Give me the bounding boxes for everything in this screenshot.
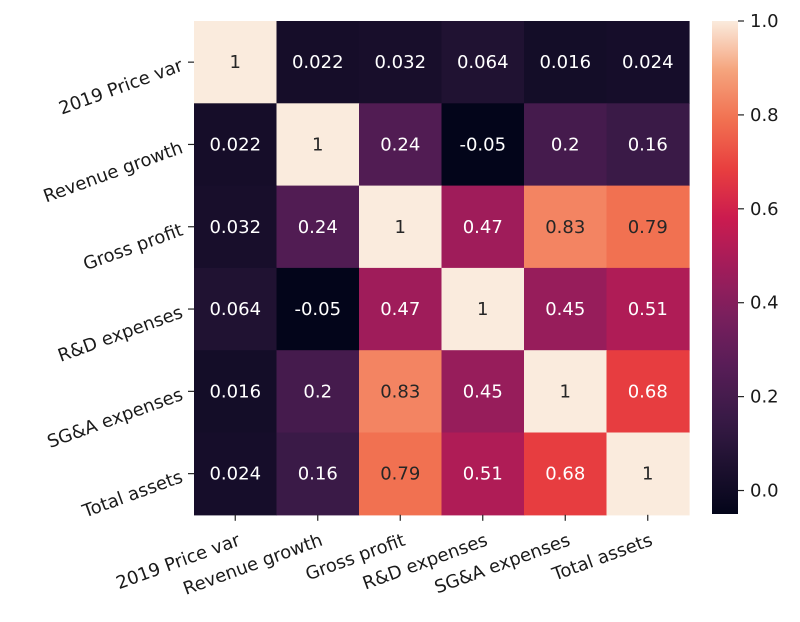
cell-value-label-r0-c5: 0.024: [622, 52, 674, 73]
cell-value-label-r0-c1: 0.022: [292, 52, 344, 73]
heatmap-cell-r3-c5: [606, 267, 690, 351]
cell-value-label-r4-c0: 0.016: [209, 381, 261, 402]
cell-value-label-r4-c2: 0.83: [380, 381, 420, 402]
colorbar-tick-label-4: 0.8: [750, 105, 779, 126]
cell-value-label-r0-c4: 0.016: [539, 52, 591, 73]
cell-value-label-r3-c0: 0.064: [209, 299, 261, 320]
heatmap-cell-r2-c4: [524, 185, 608, 269]
heatmap-cells: 1 0.022 0.032 0.064 0.016 0.024 0.022 1 0.24 -0.0…: [194, 21, 690, 516]
heatmap-cell-r1-c0: [194, 103, 278, 187]
cell-value-label-r0-c3: 0.064: [457, 52, 509, 73]
heatmap-cell-r4-c1: [276, 350, 360, 434]
heatmap-cell-r4-c0: [194, 350, 278, 434]
heatmap-cell-r1-c2: [359, 103, 443, 187]
cell-value-label-r5-c2: 0.79: [380, 464, 420, 485]
cell-value-label-r5-c5: 1: [642, 464, 653, 485]
cell-value-label-r5-c4: 0.68: [545, 464, 585, 485]
cell-value-label-r1-c4: 0.2: [551, 134, 580, 155]
heatmap-cell-r5-c3: [441, 432, 525, 516]
cell-value-label-r2-c1: 0.24: [298, 217, 338, 238]
row-tick-label-1: Revenue growth: [41, 137, 186, 207]
heatmap-cell-r4-c3: [441, 350, 525, 434]
heatmap-cell-r0-c0: [194, 21, 278, 104]
colorbar-tick-label-0: 0.0: [750, 481, 779, 502]
colorbar-tick-label-2: 0.4: [750, 293, 779, 314]
heatmap-cell-r2-c0: [194, 185, 278, 269]
cell-value-label-r2-c3: 0.47: [463, 217, 503, 238]
row-tick-labels: 2019 Price var Revenue growth Gross profit…: [41, 55, 194, 523]
heatmap-cell-r1-c3: [441, 103, 525, 187]
heatmap-cell-r2-c5: [606, 185, 690, 269]
cell-value-label-r5-c0: 0.024: [209, 464, 261, 485]
cell-value-label-r1-c2: 0.24: [380, 134, 420, 155]
cell-value-label-r2-c0: 0.032: [209, 217, 261, 238]
heatmap-cell-r4-c4: [524, 350, 608, 434]
cell-value-label-r2-c2: 1: [395, 217, 406, 238]
row-tick-label-2: Gross profit: [81, 220, 186, 275]
heatmap-cell-r3-c0: [194, 267, 278, 351]
cell-value-label-r5-c3: 0.51: [463, 464, 503, 485]
heatmap-cell-r2-c2: [359, 185, 443, 269]
cell-value-label-r4-c5: 0.68: [628, 381, 668, 402]
heatmap-cell-r2-c1: [276, 185, 360, 269]
heatmap-cell-r5-c4: [524, 432, 608, 516]
row-tick-label-5: Total assets: [79, 467, 186, 523]
cell-value-label-r4-c1: 0.2: [303, 381, 332, 402]
cell-value-label-r1-c1: 1: [312, 134, 323, 155]
cell-value-label-r1-c0: 0.022: [209, 134, 261, 155]
heatmap-cell-r0-c5: [606, 21, 690, 104]
cell-value-label-r1-c3: -0.05: [459, 134, 506, 155]
heatmap-cell-r4-c2: [359, 350, 443, 434]
cell-value-label-r4-c4: 1: [560, 381, 571, 402]
cell-value-label-r3-c1: -0.05: [294, 299, 341, 320]
colorbar-bar: [712, 21, 738, 514]
heatmap-cell-r3-c4: [524, 267, 608, 351]
cell-value-label-r4-c3: 0.45: [463, 381, 503, 402]
row-tick-label-3: R&D expenses: [55, 302, 186, 367]
colorbar: 0.0 0.2 0.4 0.6 0.8 1.0: [712, 11, 779, 514]
heatmap-cell-r3-c3: [441, 267, 525, 351]
row-tick-label-0: 2019 Price var: [56, 55, 186, 119]
cell-value-label-r2-c5: 0.79: [628, 217, 668, 238]
heatmap-cell-r5-c5: [606, 432, 690, 516]
cell-value-label-r3-c4: 0.45: [545, 299, 585, 320]
colorbar-tick-label-1: 0.2: [750, 387, 779, 408]
heatmap-cell-r1-c1: [276, 103, 360, 187]
heatmap-cell-r2-c3: [441, 185, 525, 269]
heatmap-cell-r0-c2: [359, 21, 443, 104]
row-tick-label-4: SG&A expenses: [45, 384, 186, 453]
cell-value-label-r3-c3: 1: [477, 299, 488, 320]
heatmap-cell-r4-c5: [606, 350, 690, 434]
cell-value-label-r2-c4: 0.83: [545, 217, 585, 238]
heatmap-cell-r0-c3: [441, 21, 525, 104]
cell-value-label-r0-c0: 1: [230, 52, 241, 73]
cell-value-label-r3-c5: 0.51: [628, 299, 668, 320]
cell-value-label-r1-c5: 0.16: [628, 134, 668, 155]
colorbar-tick-label-3: 0.6: [750, 199, 779, 220]
heatmap-cell-r1-c5: [606, 103, 690, 187]
heatmap-cell-r5-c0: [194, 432, 278, 516]
cell-value-label-r3-c2: 0.47: [380, 299, 420, 320]
heatmap-cell-r0-c4: [524, 21, 608, 104]
heatmap-cell-r5-c1: [276, 432, 360, 516]
heatmap-cell-r0-c1: [276, 21, 360, 104]
colorbar-tick-label-5: 1.0: [750, 11, 779, 32]
heatmap-cell-r3-c2: [359, 267, 443, 351]
heatmap-cell-r3-c1: [276, 267, 360, 351]
heatmap-cell-r5-c2: [359, 432, 443, 516]
heatmap-cell-r1-c4: [524, 103, 608, 187]
cell-value-label-r0-c2: 0.032: [374, 52, 426, 73]
cell-value-label-r5-c1: 0.16: [298, 464, 338, 485]
